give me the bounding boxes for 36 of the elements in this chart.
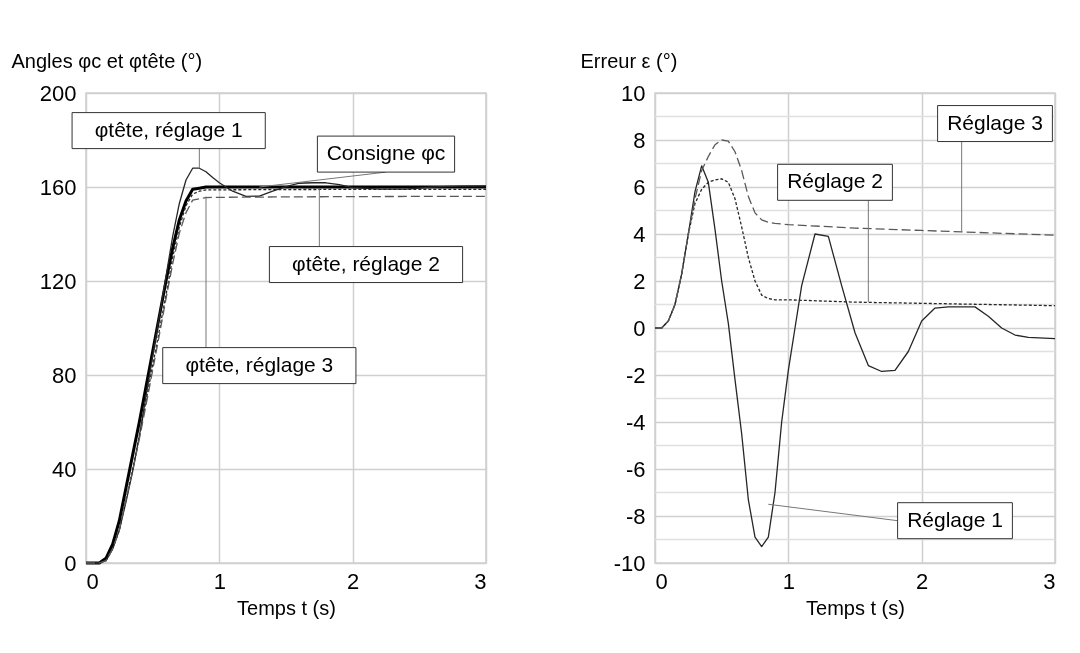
y-tick-label: 8 bbox=[633, 127, 646, 153]
annotation: φtête, réglage 2 bbox=[292, 251, 440, 275]
x-axis-title: Temps t (s) bbox=[237, 596, 336, 619]
x-tick-label: 1 bbox=[782, 568, 795, 594]
y-tick-label: 200 bbox=[39, 80, 77, 106]
x-tick-label: 1 bbox=[213, 568, 226, 594]
x-tick-label: 2 bbox=[916, 568, 929, 594]
x-tick-label: 0 bbox=[86, 568, 99, 594]
y-tick-label: 0 bbox=[64, 550, 77, 576]
y-axis-title: Angles φc et φtête (°) bbox=[11, 49, 203, 72]
y-tick-label: 6 bbox=[633, 174, 646, 200]
annotation: Réglage 3 bbox=[947, 110, 1043, 134]
y-tick-label: -6 bbox=[625, 456, 646, 482]
y-tick-label: -4 bbox=[625, 409, 646, 435]
y-tick-label: -10 bbox=[613, 550, 646, 576]
x-tick-label: 3 bbox=[1043, 568, 1056, 594]
annotation: Réglage 2 bbox=[787, 169, 883, 193]
annotation: φtête, réglage 1 bbox=[94, 117, 243, 141]
y-tick-label: -2 bbox=[625, 362, 646, 388]
annotation: φtête, réglage 3 bbox=[185, 352, 334, 376]
x-tick-label: 2 bbox=[347, 568, 360, 594]
x-tick-label: 0 bbox=[655, 568, 668, 594]
y-tick-label: 2 bbox=[633, 268, 646, 294]
y-tick-label: 4 bbox=[633, 221, 646, 247]
y-tick-label: 40 bbox=[52, 456, 77, 482]
x-tick-label: 3 bbox=[474, 568, 487, 594]
annotation: Réglage 1 bbox=[907, 507, 1003, 531]
y-tick-label: 10 bbox=[621, 80, 646, 106]
y-tick-label: -8 bbox=[625, 503, 646, 529]
y-axis-title: Erreur ε (°) bbox=[580, 49, 678, 72]
y-tick-label: 80 bbox=[52, 362, 77, 388]
y-tick-label: 160 bbox=[39, 174, 77, 200]
x-axis-title: Temps t (s) bbox=[806, 596, 905, 619]
y-tick-label: 120 bbox=[39, 268, 77, 294]
y-tick-label: 0 bbox=[633, 315, 646, 341]
annotation: Consigne φc bbox=[326, 141, 446, 165]
